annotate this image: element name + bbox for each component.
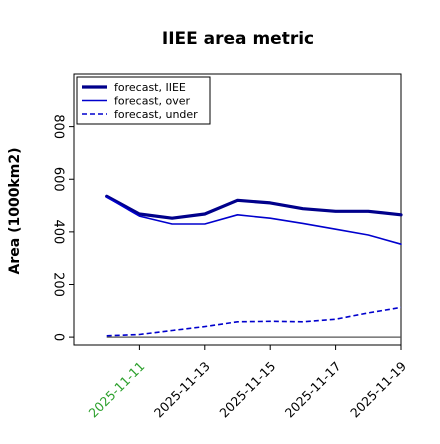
y-axis: 0 200 400 600 800: [51, 114, 74, 341]
y-tick-label: 0: [51, 333, 66, 341]
y-tick-label: 200: [51, 272, 66, 297]
x-tick-label: 2025-11-17: [282, 359, 344, 421]
y-tick-label: 400: [51, 219, 66, 244]
plot-lines: [105, 194, 403, 338]
legend-label: forecast, IIEE: [114, 81, 186, 94]
legend-label: forecast, under: [114, 108, 198, 121]
y-tick-label: 800: [51, 114, 66, 139]
x-tick-label: 2025-11-11: [86, 359, 148, 421]
series-line-forecast-under: [106, 306, 402, 337]
series-line-forecast-iiee: [105, 194, 403, 220]
x-axis: 2025-11-11 2025-11-13 2025-11-15 2025-11-17…: [86, 345, 409, 421]
chart-title: IIEE area metric: [162, 29, 314, 49]
x-tick-label: 2025-11-19: [347, 358, 409, 420]
y-tick-label: 600: [51, 167, 66, 192]
series-line-forecast-over: [105, 196, 402, 245]
legend-label: forecast, over: [114, 95, 190, 108]
x-tick-label: 2025-11-13: [151, 359, 213, 421]
plot-frame: [73, 73, 402, 346]
x-tick-label: 2025-11-15: [216, 359, 278, 421]
y-axis-label: Area (1000km2): [7, 148, 23, 275]
